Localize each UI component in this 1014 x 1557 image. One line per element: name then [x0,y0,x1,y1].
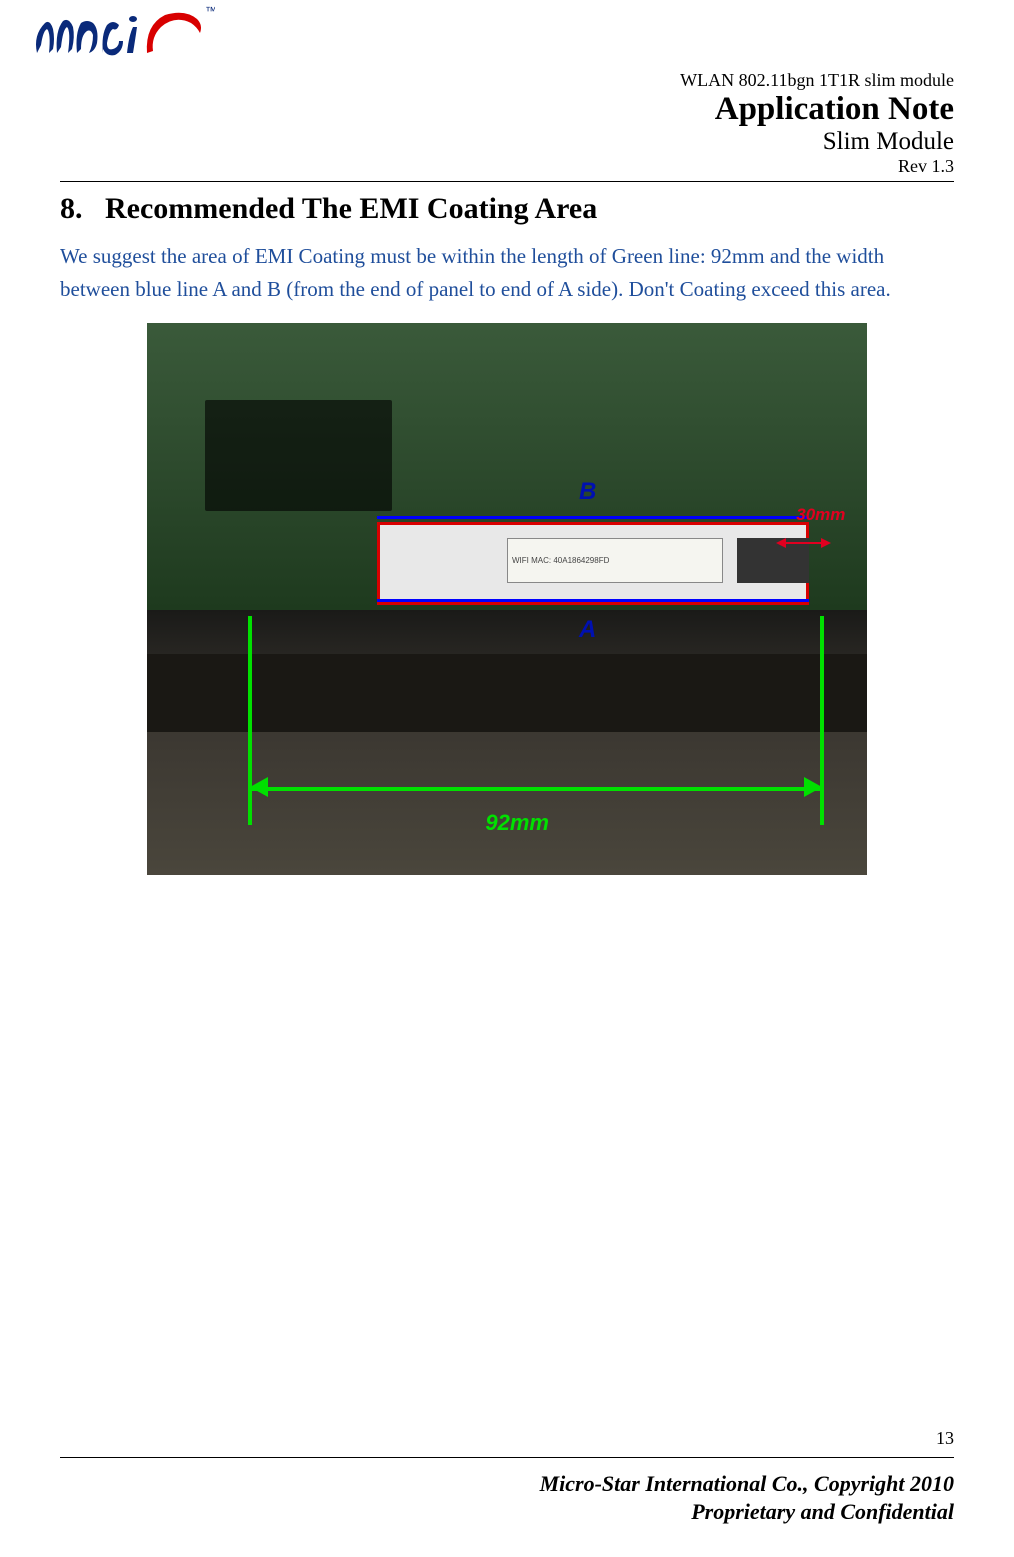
figure-container: WIFI MAC: 40A1864298FD B A 30mm 92mm [60,323,954,875]
dark-strip [147,654,867,731]
label-a: A [579,616,596,644]
footer-divider [60,1457,954,1458]
section-number: 8. [60,192,83,225]
wifi-mac-label: WIFI MAC: 40A1864298FD [507,538,723,582]
label-b: B [579,478,596,506]
label-92mm: 92mm [485,810,549,836]
blue-line-b [377,516,809,519]
label-30mm: 30mm [796,505,845,525]
page-container: ™ WLAN 802.11bgn 1T1R slim module Applic… [0,0,1014,1557]
footer: 13 Micro-Star International Co., Copyrig… [60,1428,954,1527]
slim-module-label: Slim Module [60,128,954,156]
application-note-title: Application Note [60,91,954,128]
section-title: 8. Recommended The EMI Coating Area [60,192,954,226]
section-body: We suggest the area of EMI Coating must … [60,240,954,305]
header-right: WLAN 802.11bgn 1T1R slim module Applicat… [60,70,954,177]
green-arrow-left-icon [250,777,268,797]
revision-label: Rev 1.3 [60,156,954,177]
section-heading: Recommended The EMI Coating Area [105,192,597,225]
blue-line-a [377,599,809,602]
msi-logo: ™ [25,5,215,75]
green-arrow-right-icon [804,777,822,797]
header-divider [60,181,954,182]
emi-coating-figure: WIFI MAC: 40A1864298FD B A 30mm 92mm [147,323,867,875]
green-measure-line [248,787,824,791]
page-number: 13 [60,1428,954,1449]
copyright-block: Micro-Star International Co., Copyright … [60,1470,954,1527]
component-block [205,400,392,510]
svg-text:™: ™ [205,5,215,18]
red-arrow-icon [776,536,831,550]
copyright-line-2: Proprietary and Confidential [60,1498,954,1527]
copyright-line-1: Micro-Star International Co., Copyright … [60,1470,954,1499]
